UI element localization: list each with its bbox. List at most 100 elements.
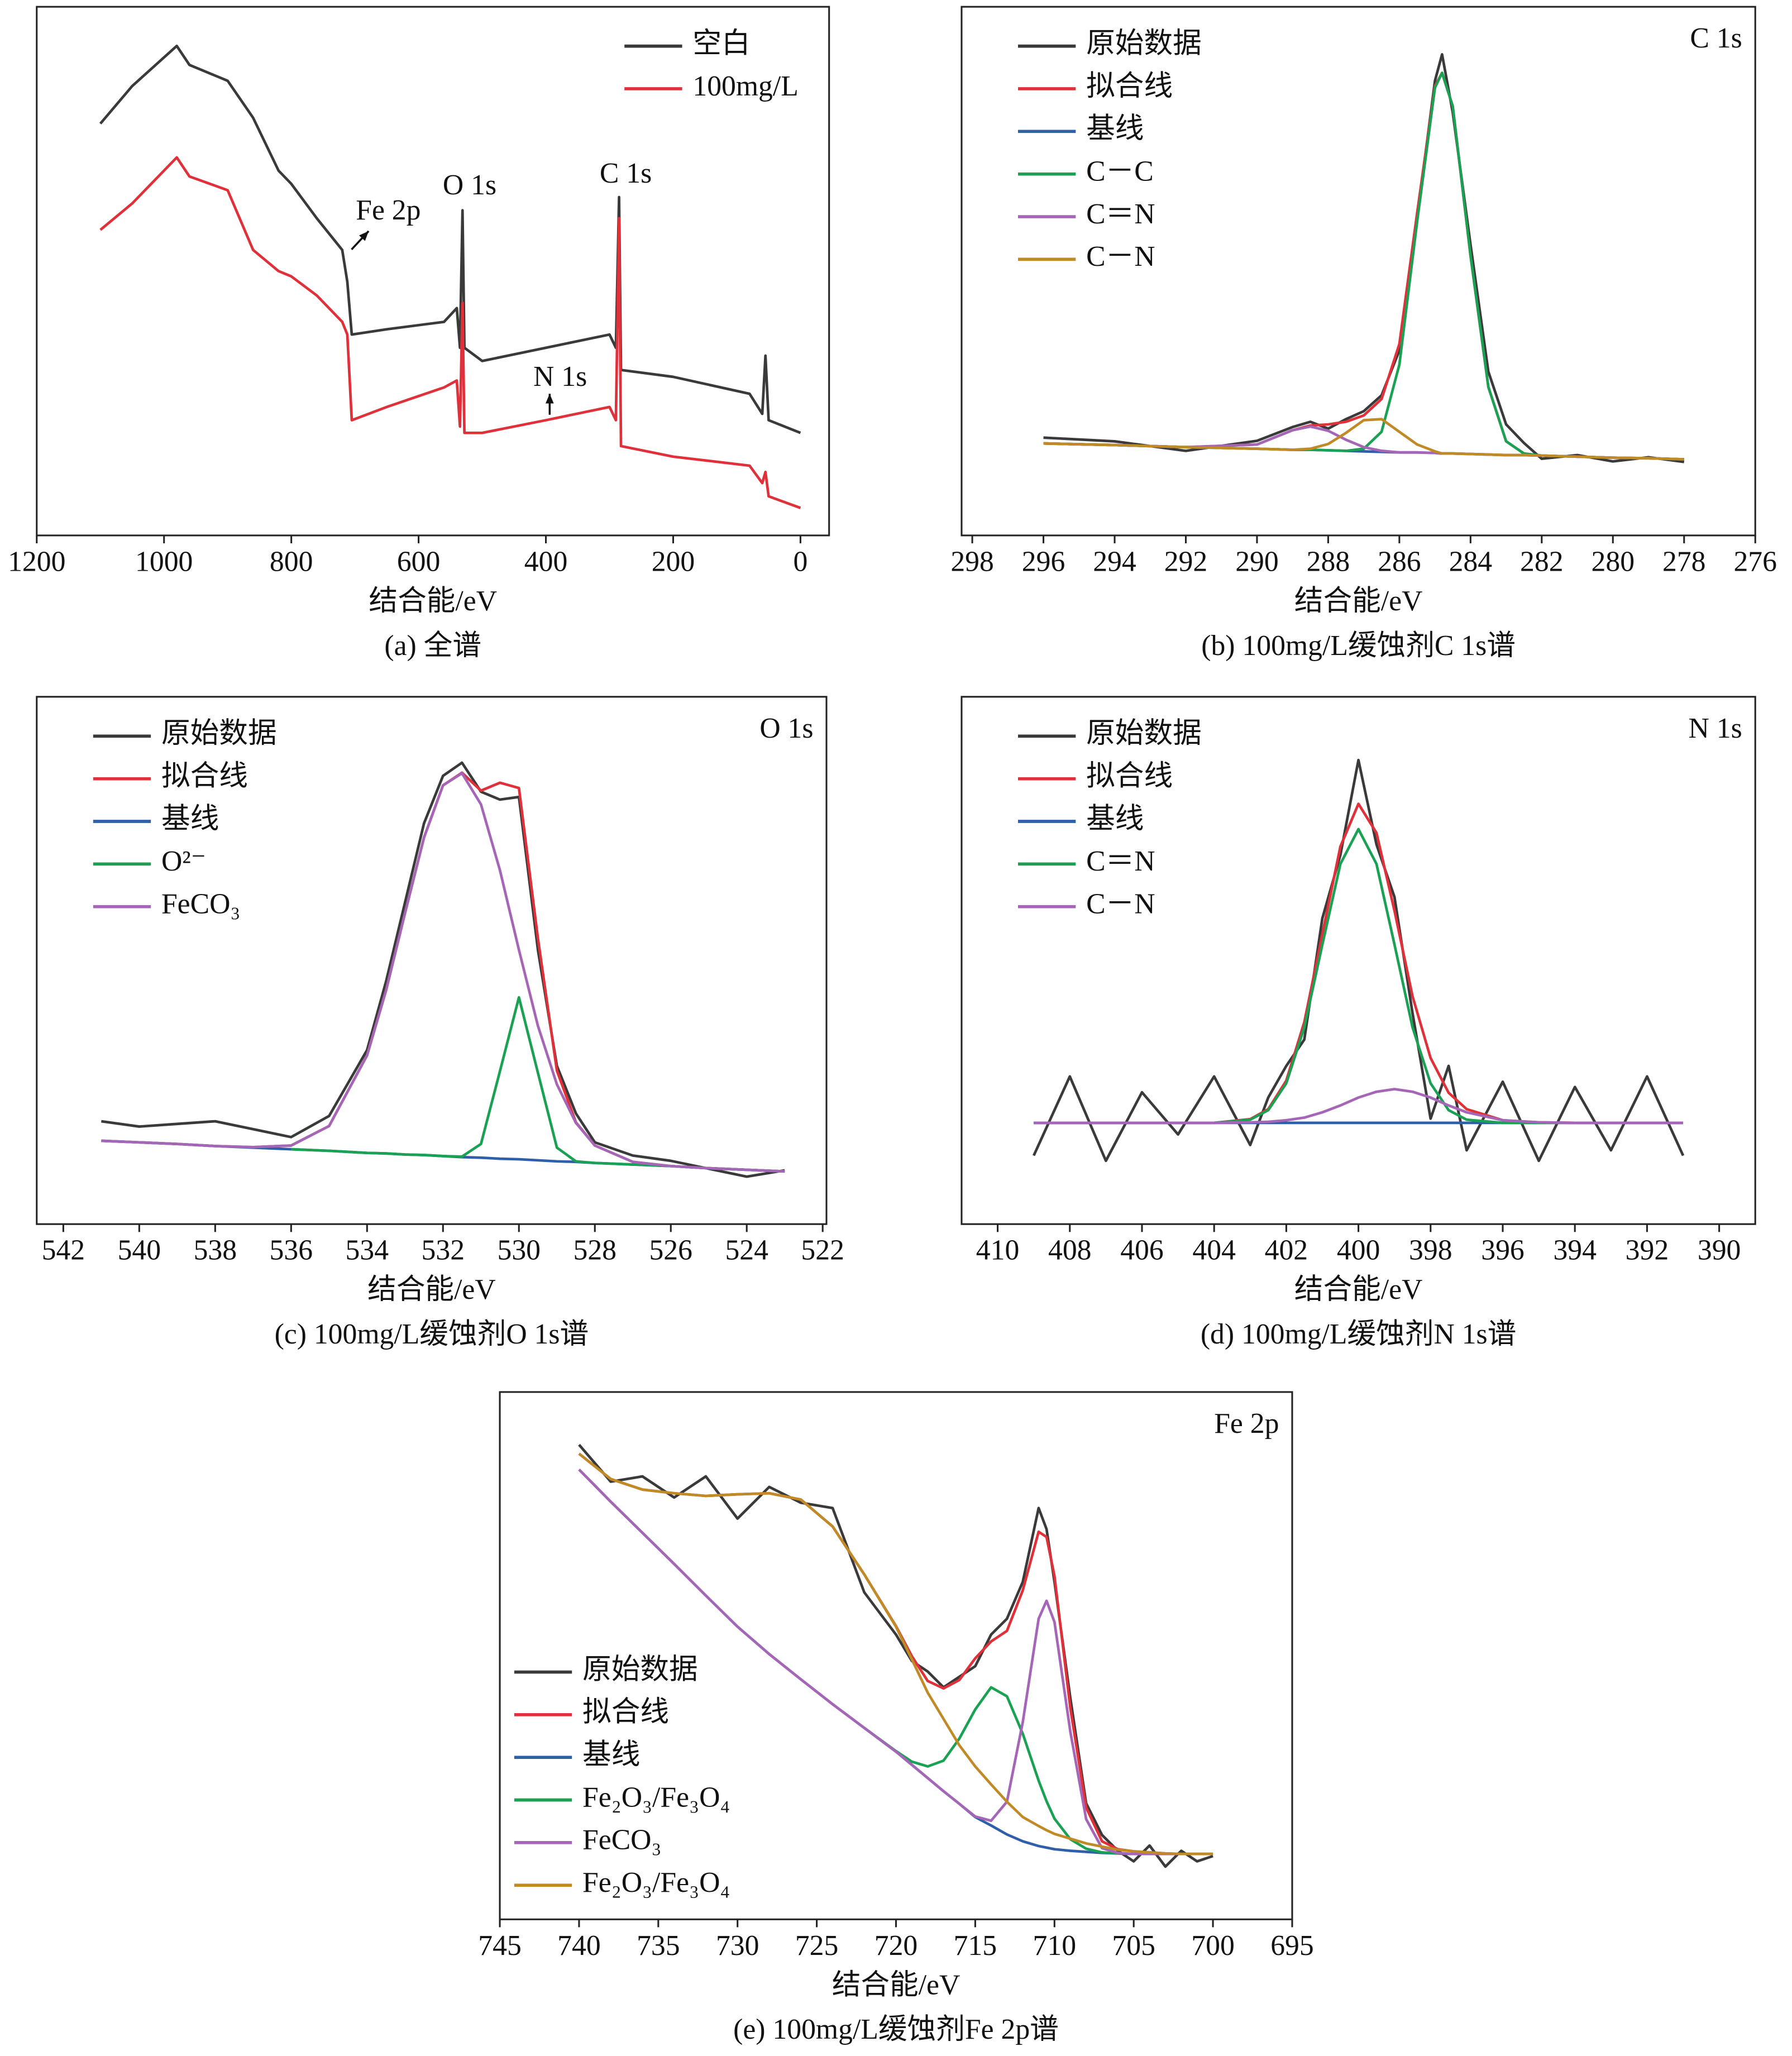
panel-label: O 1s bbox=[759, 713, 813, 744]
legend-label: Fe₂O₃/Fe₃O₄ bbox=[582, 1781, 730, 1813]
x-tick-label: 410 bbox=[976, 1235, 1020, 1266]
panel-label: Fe 2p bbox=[1214, 1408, 1279, 1440]
x-tick-label: 710 bbox=[1033, 1930, 1077, 1962]
legend-label: 原始数据 bbox=[1086, 27, 1202, 59]
chart-panel: 410 408 406 404 402 400 398 396 394 392 390 结合能/eV (… bbox=[960, 696, 1756, 1350]
x-tick-label: 278 bbox=[1662, 546, 1706, 577]
x-tick-label: 408 bbox=[1048, 1235, 1092, 1266]
legend-label: 原始数据 bbox=[1086, 718, 1202, 749]
x-tick-label: 276 bbox=[1733, 546, 1777, 577]
legend-label: C＝N bbox=[1086, 845, 1155, 877]
x-tick-label: 394 bbox=[1553, 1235, 1597, 1266]
annotation: O 1s bbox=[443, 169, 496, 201]
data-line bbox=[101, 761, 785, 1178]
data-line bbox=[1034, 1088, 1684, 1125]
legend-label: 拟合线 bbox=[582, 1696, 669, 1728]
x-tick-label: 530 bbox=[498, 1235, 541, 1266]
x-tick-label: 406 bbox=[1120, 1235, 1164, 1266]
legend-label: 100mg/L bbox=[692, 70, 798, 102]
x-tick-label: 705 bbox=[1112, 1930, 1155, 1962]
legend-label: C－C bbox=[1086, 156, 1154, 188]
data-line bbox=[578, 1469, 1213, 1856]
x-tick-label: 292 bbox=[1164, 546, 1208, 577]
x-tick-label: 522 bbox=[801, 1235, 844, 1266]
data-line bbox=[99, 156, 801, 509]
x-tick-label: 294 bbox=[1093, 546, 1136, 577]
x-tick-label: 800 bbox=[270, 546, 313, 577]
legend-label: C＝N bbox=[1086, 198, 1155, 230]
x-tick-label: 296 bbox=[1022, 546, 1065, 577]
x-tick-label: 392 bbox=[1626, 1235, 1669, 1266]
x-tick-label: 695 bbox=[1270, 1930, 1314, 1962]
x-tick-label: 540 bbox=[118, 1235, 161, 1266]
data-line bbox=[1033, 758, 1685, 1163]
data-line bbox=[1043, 418, 1684, 461]
legend: 空白 100mg/L bbox=[624, 27, 799, 102]
annotation: Fe 2p bbox=[356, 194, 420, 226]
data-line bbox=[578, 1452, 1213, 1856]
data-line bbox=[863, 1686, 1213, 1856]
x-tick-label: 282 bbox=[1520, 546, 1564, 577]
x-tick-label: 542 bbox=[42, 1235, 85, 1266]
caption: (d) 100mg/L缓蚀剂N 1s谱 bbox=[1201, 1318, 1517, 1350]
legend-label: 拟合线 bbox=[1086, 761, 1173, 792]
legend-label: 基线 bbox=[582, 1739, 640, 1771]
caption: (c) 100mg/L缓蚀剂O 1s谱 bbox=[275, 1318, 589, 1350]
x-axis-label: 结合能/eV bbox=[1294, 1274, 1423, 1306]
data-line bbox=[1043, 425, 1684, 461]
x-tick-label: 400 bbox=[524, 546, 568, 577]
legend-label: 基线 bbox=[1086, 113, 1144, 145]
chart-panel: 1200 1000 800 600 400 200 0 结合能/eV (a) 全谱 空白 100mg… bbox=[8, 6, 830, 662]
annotation-arrowhead bbox=[545, 394, 554, 404]
x-tick-label: 532 bbox=[422, 1235, 465, 1266]
legend-label: 拟合线 bbox=[161, 761, 248, 792]
legend-label: O²⁻ bbox=[161, 845, 206, 877]
annotation: N 1s bbox=[533, 361, 587, 393]
legend-label: FeCO₃ bbox=[582, 1824, 661, 1856]
data-line bbox=[99, 44, 801, 434]
x-tick-label: 1200 bbox=[8, 546, 65, 577]
legend-label: 拟合线 bbox=[1086, 70, 1173, 102]
legend-label: 基线 bbox=[1086, 803, 1144, 835]
legend-label: 基线 bbox=[161, 803, 219, 835]
x-tick-label: 396 bbox=[1481, 1235, 1525, 1266]
x-tick-label: 400 bbox=[1337, 1235, 1380, 1266]
x-tick-label: 200 bbox=[652, 546, 695, 577]
x-tick-label: 538 bbox=[194, 1235, 237, 1266]
panel-label: C 1s bbox=[1690, 22, 1742, 54]
x-tick-label: 390 bbox=[1698, 1235, 1741, 1266]
x-tick-label: 745 bbox=[478, 1930, 522, 1962]
x-tick-label: 0 bbox=[793, 546, 807, 577]
legend-label: C－N bbox=[1086, 241, 1155, 272]
x-tick-label: 740 bbox=[557, 1930, 601, 1962]
annotation-arrowhead bbox=[359, 231, 369, 241]
panel-label: N 1s bbox=[1689, 713, 1742, 744]
x-tick-label: 536 bbox=[270, 1235, 313, 1266]
x-tick-label: 404 bbox=[1192, 1235, 1236, 1266]
x-tick-label: 735 bbox=[637, 1930, 680, 1962]
annotation: C 1s bbox=[600, 157, 652, 189]
x-axis-label: 结合能/eV bbox=[369, 585, 497, 617]
x-tick-label: 280 bbox=[1592, 546, 1635, 577]
x-tick-label: 528 bbox=[573, 1235, 617, 1266]
x-tick-label: 298 bbox=[950, 546, 994, 577]
chart-panel: 298 296 294 292 290 288 286 284 282 280 278 276 结合能/… bbox=[950, 6, 1777, 662]
plot-frame bbox=[36, 696, 828, 1225]
x-tick-label: 534 bbox=[346, 1235, 389, 1266]
x-tick-label: 286 bbox=[1378, 546, 1421, 577]
legend-label: 原始数据 bbox=[161, 718, 277, 749]
chart-panel: 542 540 538 536 534 532 530 528 526 524 522 结合能/eV (… bbox=[36, 696, 844, 1350]
legend-label: Fe₂O₃/Fe₃O₄ bbox=[582, 1867, 730, 1899]
legend-label: 空白 bbox=[692, 27, 750, 59]
x-tick-label: 730 bbox=[716, 1930, 759, 1962]
legend-label: 原始数据 bbox=[582, 1653, 698, 1685]
plot-frame bbox=[36, 6, 830, 537]
legend-label: C－N bbox=[1086, 888, 1155, 920]
x-axis-label: 结合能/eV bbox=[367, 1274, 496, 1306]
x-tick-label: 720 bbox=[875, 1930, 918, 1962]
